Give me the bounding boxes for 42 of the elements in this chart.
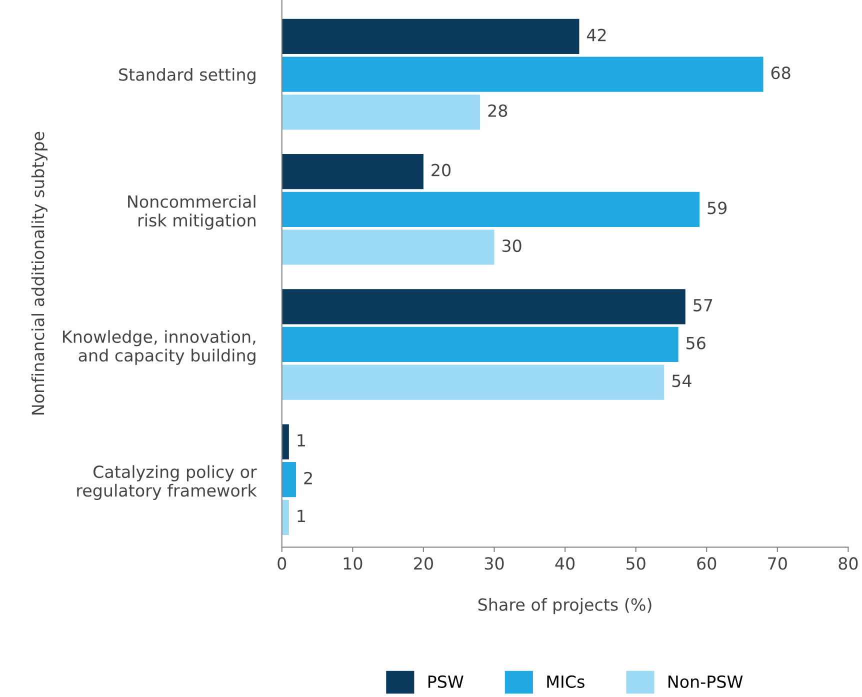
data-label: 57 bbox=[694, 299, 712, 312]
x-tick-label: 10 bbox=[344, 557, 362, 570]
data-label: 2 bbox=[304, 472, 312, 484]
bar bbox=[282, 18, 580, 54]
data-label: 56 bbox=[686, 336, 706, 350]
y-axis-title: Nonfinancial additionality subtype bbox=[31, 132, 48, 415]
data-label: 30 bbox=[502, 239, 522, 252]
x-tick-label: 20 bbox=[414, 557, 433, 570]
data-label: 59 bbox=[708, 202, 727, 214]
y-tick-label: Noncommercial risk mitigation bbox=[128, 195, 256, 230]
bar bbox=[282, 500, 289, 535]
x-tick-label: 50 bbox=[626, 557, 646, 570]
bar bbox=[282, 424, 289, 460]
y-tick-label: Standard setting bbox=[119, 68, 256, 84]
y-tick-label: Catalyzing policy or regulatory framework bbox=[77, 465, 257, 500]
data-label: 1 bbox=[298, 434, 305, 446]
bar bbox=[282, 154, 424, 190]
data-label: 42 bbox=[586, 28, 606, 42]
legend-label: MICs bbox=[547, 675, 584, 688]
bar bbox=[282, 289, 686, 324]
x-tick-label: 80 bbox=[838, 557, 858, 570]
bar bbox=[282, 326, 678, 362]
x-tick-label: 30 bbox=[484, 557, 504, 570]
bar bbox=[282, 94, 480, 130]
data-label: 68 bbox=[771, 66, 790, 80]
x-tick-label: 0 bbox=[278, 557, 286, 570]
x-tick-label: 60 bbox=[697, 557, 716, 570]
legend-label: PSW bbox=[428, 675, 464, 688]
x-tick-label: 40 bbox=[555, 557, 575, 570]
bar bbox=[282, 230, 494, 265]
bar bbox=[282, 462, 296, 498]
legend-label: Non-PSW bbox=[668, 675, 743, 688]
data-label: 1 bbox=[298, 510, 305, 522]
bar bbox=[282, 364, 664, 400]
data-label: 28 bbox=[488, 104, 508, 117]
y-tick-label: Knowledge, innovation, and capacity building bbox=[63, 330, 256, 365]
data-label: 54 bbox=[672, 374, 692, 388]
bar bbox=[282, 192, 700, 227]
x-tick-label: 70 bbox=[768, 557, 787, 570]
bar bbox=[282, 56, 764, 92]
x-axis-title: Share of projects (%) bbox=[478, 598, 652, 614]
data-label: 20 bbox=[432, 164, 451, 176]
